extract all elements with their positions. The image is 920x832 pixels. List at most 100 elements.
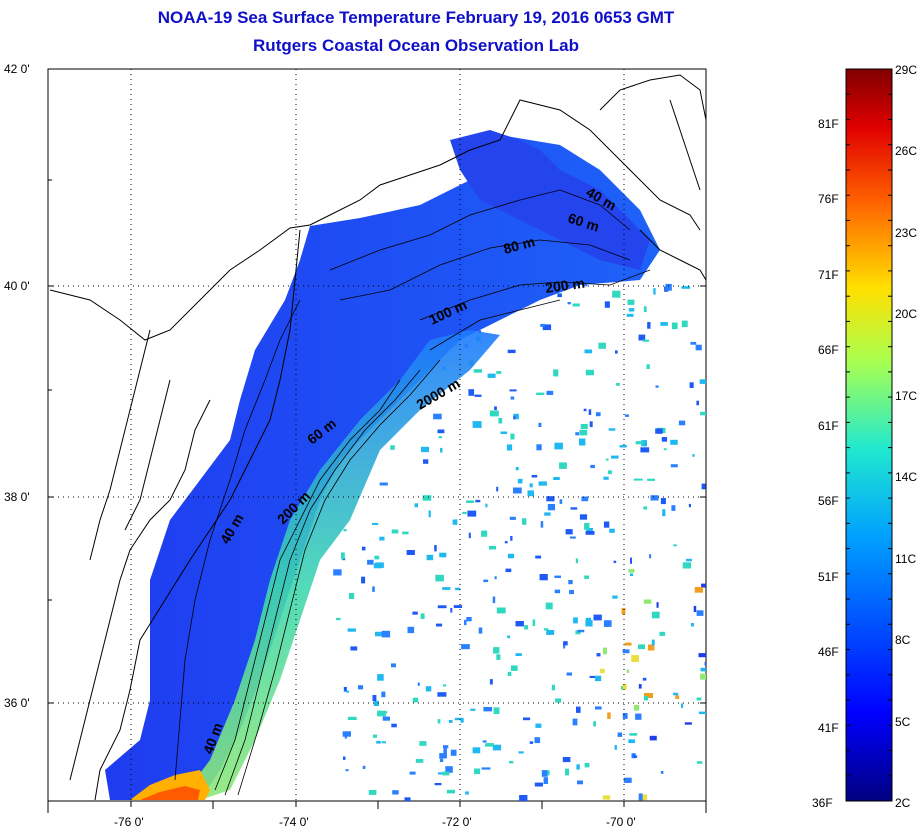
sst-pixel [435,574,444,582]
sst-pixel [532,619,536,626]
sst-pixel [643,696,649,701]
sst-pixel [655,428,663,434]
lon-tick-label: -74 0' [279,815,309,829]
sst-pixel [439,552,447,558]
sst-pixel [651,611,660,619]
sst-pixel [434,545,437,552]
sst-pixel [691,623,694,627]
sst-pixel [421,446,429,453]
sst-pixel [600,668,605,674]
sst-pixel [483,579,489,583]
sst-pixel [646,364,650,370]
sst-pixel [507,635,510,639]
sst-pixel [613,560,617,563]
sst-pixel [496,654,501,660]
sst-pixel [446,789,455,794]
sst-pixel [417,682,420,686]
colorbar-c-label: 8C [895,633,911,647]
sst-pixel [595,706,602,710]
sst-pixel [547,770,550,776]
lat-tick-label: 40 0' [4,279,30,293]
sst-pixel [433,413,442,420]
sst-pixel [402,531,409,535]
sst-pixel [450,749,457,756]
sst-pixel [584,763,590,768]
sst-pixel [534,782,543,787]
sst-pixel [622,683,627,690]
sst-pixel [496,371,502,374]
sst-pixel [439,758,444,762]
sst-pixel [464,619,467,626]
sst-pixel [670,464,678,468]
sst-pixel [559,462,567,469]
sst-pixel [700,411,706,416]
sst-pixel [681,286,691,289]
colorbar-c-label: 20C [895,307,917,321]
sst-pixel [626,313,634,317]
sst-pixel [612,290,621,298]
sst-pixel [671,505,676,511]
sst-pixel [619,445,627,448]
axis-ticks [47,179,707,813]
sst-pixel [656,602,659,608]
sst-pixel [343,529,347,532]
sst-pixel [707,490,712,492]
sst-gulf-of-maine [450,130,650,270]
sst-pixel [692,454,695,457]
sst-pixel [481,530,488,537]
sst-pixel [693,605,697,612]
sst-pixel [690,341,697,345]
sst-pixel [624,414,629,417]
sst-pixel [665,283,672,291]
sst-pixel [535,555,542,559]
sst-pixel [443,746,447,754]
sst-pixel [695,344,702,351]
sst-pixel [506,444,513,451]
sst-pixel [642,794,648,801]
sst-pixel [565,768,569,776]
sst-pixel [649,735,657,741]
sst-pixel [576,764,580,770]
sst-pixel [577,629,585,633]
sst-pixel [643,306,647,313]
sst-pixel [466,500,474,503]
sst-pixel [343,686,347,692]
sst-pixel [585,620,593,627]
sst-pixel [406,550,415,555]
sst-pixel [498,417,503,424]
sst-pixel [425,686,432,692]
sst-pixel [333,569,342,576]
sst-pixel [569,536,576,539]
sst-pixel [515,653,522,656]
sst-pixel [381,691,386,698]
sst-pixel [547,504,555,511]
colorbar-f-label: 46F [818,645,839,659]
sst-pixel [673,692,679,696]
sst-pixel [531,475,538,478]
sst-pixel [661,437,668,442]
sst-pixel [350,646,358,651]
sst-pixel [585,369,594,376]
sst-pixel [635,441,644,445]
sst-pixel [628,308,635,312]
sst-pixel [519,795,528,801]
sst-pixel [682,562,691,569]
sst-pixel [604,301,610,308]
contour-label: 80 m [502,233,537,257]
sst-pixel [515,467,519,471]
sst-pixel [412,697,419,703]
sst-pixel [583,408,587,412]
sst-pixel [422,495,432,501]
sst-pixel [579,429,588,436]
sst-pixel [428,510,431,518]
sst-pixel [494,406,497,411]
colorbar-c-label: 14C [895,470,917,484]
sst-pixel [615,350,618,354]
sst-pixel [543,777,548,784]
sst-pixel [622,649,630,654]
sst-pixel [660,322,668,326]
sst-pixel [590,464,595,469]
sst-pixel [481,767,491,770]
sst-pixel [454,717,462,721]
colorbar-f-label: 51F [818,570,839,584]
